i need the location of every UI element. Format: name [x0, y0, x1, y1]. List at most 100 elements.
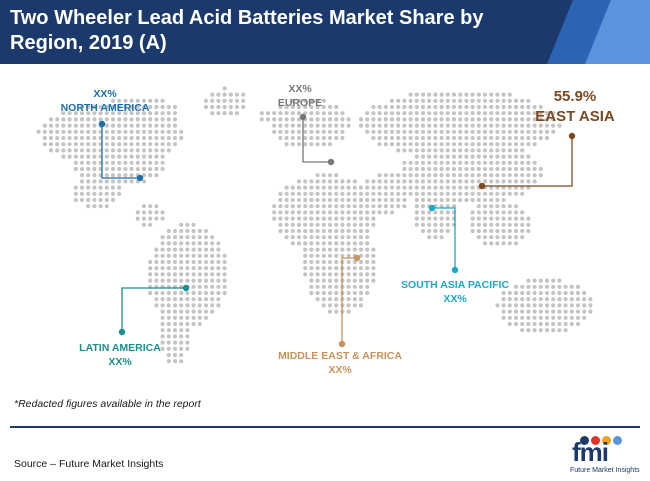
map-dot — [439, 204, 444, 209]
map-dot — [154, 303, 159, 308]
map-dot — [513, 117, 519, 122]
map-dot — [172, 111, 178, 116]
map-dot — [129, 135, 134, 141]
map-dot — [303, 191, 308, 196]
map-dot — [79, 185, 85, 190]
fmi-logo: fmi Future Market Insights — [566, 432, 646, 478]
map-dot — [123, 129, 128, 134]
map-dot — [86, 142, 91, 147]
map-dot — [352, 222, 357, 227]
map-dot — [166, 148, 171, 153]
map-dot — [507, 123, 512, 128]
map-dot — [327, 216, 333, 221]
map-dot — [185, 321, 190, 327]
map-dot — [427, 166, 432, 172]
map-dot — [284, 216, 289, 221]
map-dot — [538, 129, 543, 134]
map-dot — [327, 266, 333, 271]
map-dot — [520, 235, 525, 240]
map-dot — [172, 309, 178, 314]
map-dot — [464, 154, 469, 159]
map-dot — [327, 253, 333, 258]
map-dot — [476, 210, 481, 215]
map-dot — [216, 247, 221, 252]
map-dot — [495, 92, 500, 97]
map-dot — [327, 185, 333, 190]
map-dot — [377, 173, 382, 178]
map-dot — [557, 309, 562, 314]
map-dot — [482, 179, 488, 184]
map-dot — [315, 117, 320, 122]
map-dot — [358, 210, 364, 215]
map-dot — [185, 247, 190, 252]
map-dot — [290, 222, 295, 227]
map-dot — [92, 204, 97, 209]
map-dot — [358, 297, 364, 302]
east-asia-value: 55.9% — [553, 88, 597, 105]
map-dot — [532, 117, 537, 122]
map-dot — [141, 173, 147, 178]
map-dot — [67, 154, 72, 159]
map-dot — [185, 278, 190, 283]
map-dot — [154, 259, 159, 265]
map-dot — [197, 228, 202, 234]
map-dot — [402, 129, 407, 134]
map-dot — [216, 278, 221, 283]
map-dot — [346, 309, 351, 314]
map-dot — [203, 259, 209, 265]
map-dot — [371, 216, 376, 221]
map-dot — [476, 222, 481, 227]
map-dot — [303, 253, 308, 258]
map-dot — [210, 278, 215, 283]
source-text: Source – Future Market Insights — [14, 458, 164, 470]
map-dot — [86, 197, 91, 203]
map-dot — [228, 98, 233, 103]
map-dot — [532, 173, 537, 178]
map-dot — [334, 117, 339, 122]
map-dot — [414, 210, 419, 215]
map-dot — [290, 185, 295, 190]
logo-dot — [580, 436, 589, 445]
map-dot — [451, 123, 457, 128]
map-dot — [482, 98, 488, 103]
map-dot — [210, 266, 215, 271]
map-dot — [427, 92, 432, 97]
map-dot — [210, 235, 215, 240]
map-dot — [327, 278, 333, 283]
map-dot — [414, 179, 419, 184]
map-dot — [439, 98, 444, 103]
map-dot — [160, 303, 165, 308]
map-dot — [141, 148, 147, 153]
map-dot — [340, 253, 345, 258]
map-dot — [166, 266, 171, 271]
map-dot — [482, 210, 488, 215]
map-dot — [117, 111, 122, 116]
map-dot — [365, 222, 370, 227]
map-dot — [445, 123, 450, 128]
map-dot — [148, 148, 153, 153]
map-dot — [141, 160, 147, 165]
map-dot — [172, 241, 178, 246]
map-dot — [495, 160, 500, 165]
map-dot — [86, 135, 91, 141]
map-dot — [98, 204, 103, 209]
map-dot — [526, 309, 531, 314]
map-dot — [433, 104, 438, 110]
map-dot — [365, 253, 370, 258]
map-dot — [408, 191, 413, 196]
map-dot — [321, 284, 326, 289]
map-dot — [557, 284, 562, 289]
map-dot — [402, 179, 407, 184]
map-dot — [507, 160, 512, 165]
map-dot — [148, 290, 153, 296]
map-dot — [296, 111, 302, 116]
map-dot — [501, 92, 506, 97]
map-dot — [241, 104, 246, 110]
map-dot — [197, 266, 202, 271]
map-dot — [185, 334, 190, 339]
map-dot — [445, 210, 450, 215]
map-dot — [148, 123, 153, 128]
map-dot — [489, 160, 494, 165]
map-dot — [272, 123, 277, 128]
map-dot — [507, 135, 512, 141]
